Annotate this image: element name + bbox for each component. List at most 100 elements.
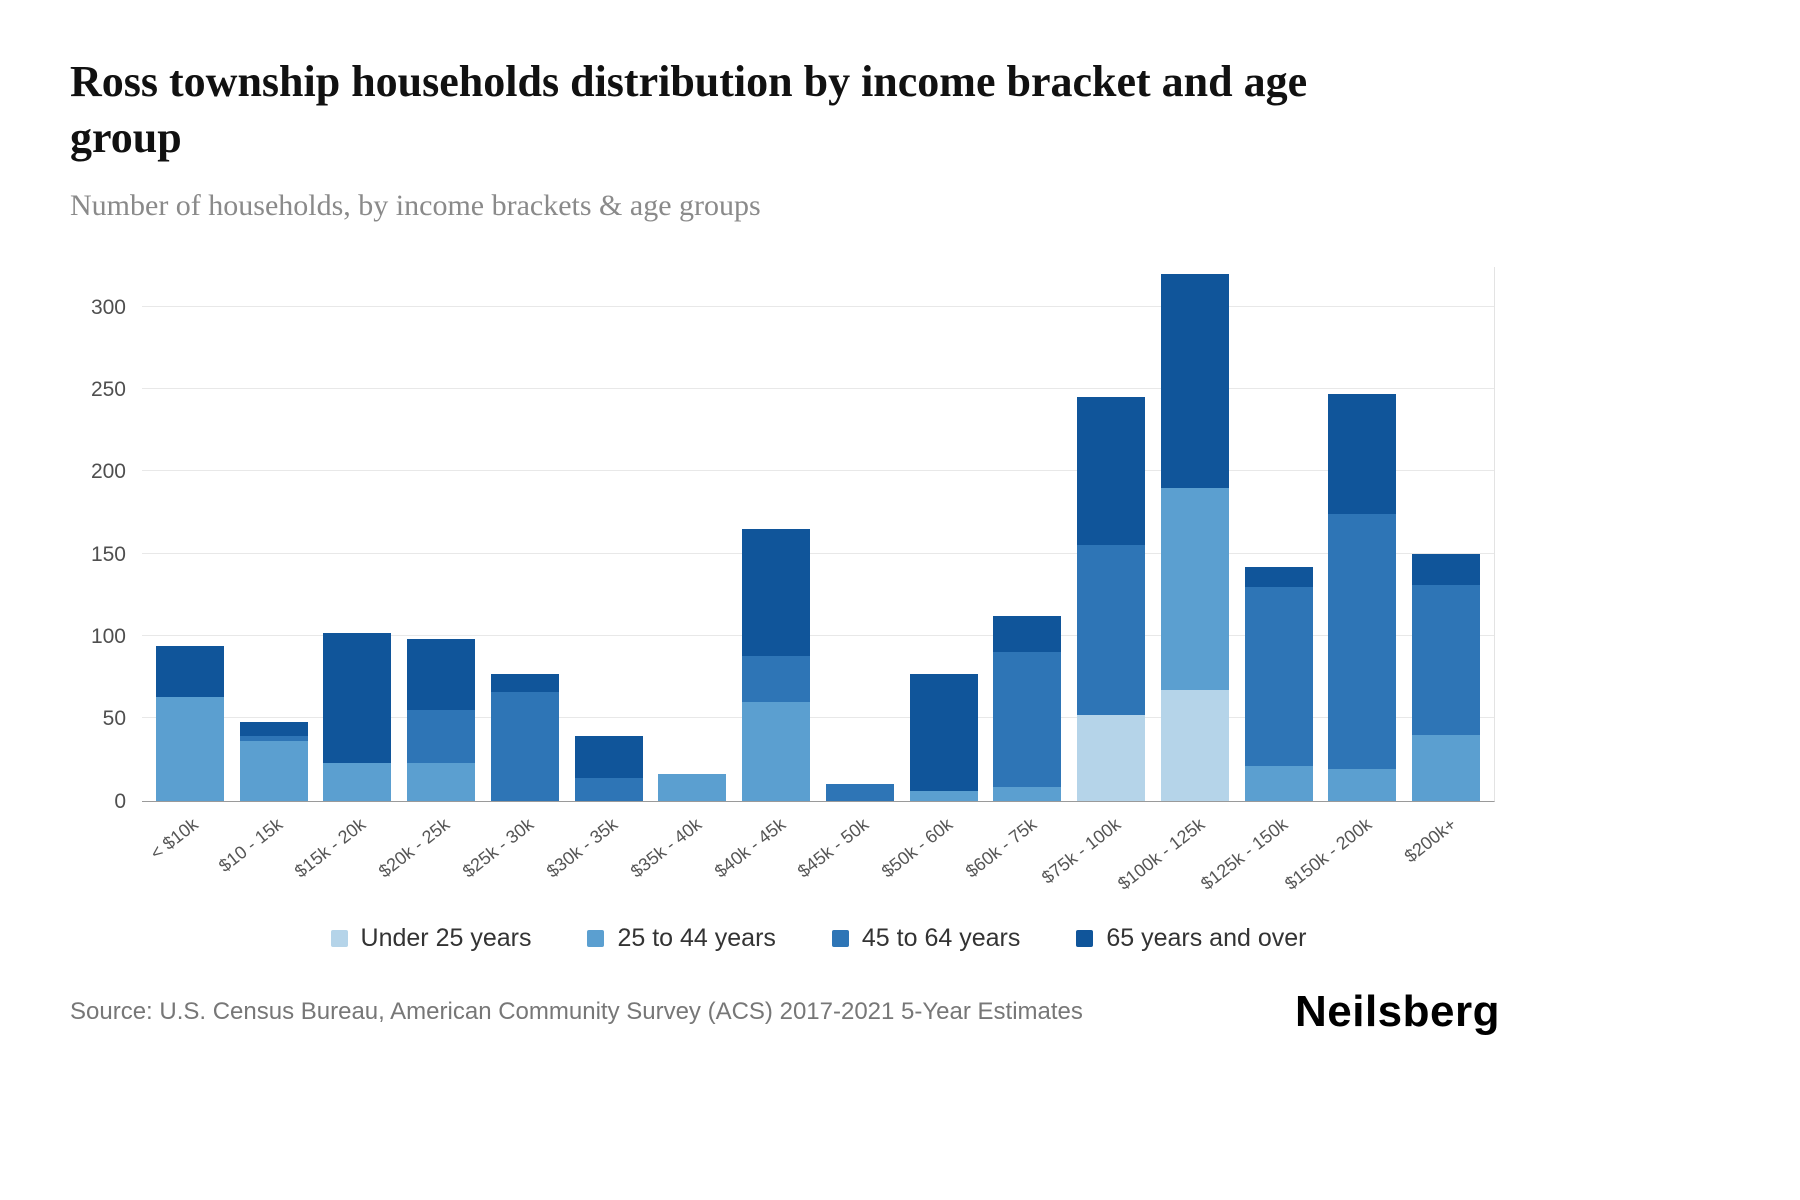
source-text: Source: U.S. Census Bureau, American Com… xyxy=(70,997,1083,1025)
chart-page: Ross township households distribution by… xyxy=(70,57,1500,1037)
bar-segment xyxy=(155,696,224,801)
bar-column xyxy=(1244,566,1313,801)
legend-swatch xyxy=(587,929,605,947)
bar-slot xyxy=(1153,267,1237,801)
chart-legend: Under 25 years 25 to 44 years 45 to 64 yea… xyxy=(142,924,1495,953)
bar-column xyxy=(1077,397,1146,801)
bar-column xyxy=(658,774,727,801)
legend-swatch xyxy=(831,929,849,947)
y-tick-label: 300 xyxy=(90,295,126,319)
bar-segment xyxy=(239,721,308,737)
bar-segment xyxy=(1077,545,1146,716)
y-tick-label: 100 xyxy=(90,625,126,649)
bar-column xyxy=(993,616,1062,801)
bar-segment xyxy=(407,710,476,763)
gridline xyxy=(142,305,1494,307)
bar-slot xyxy=(567,267,651,801)
bar-column xyxy=(407,639,476,801)
legend-label: 65 years and over xyxy=(1106,923,1307,952)
bar-segment xyxy=(993,787,1062,801)
bar-segment xyxy=(490,691,559,801)
bars-container xyxy=(142,267,1494,801)
bar-segment xyxy=(1412,553,1481,585)
bar-slot xyxy=(1237,267,1321,801)
bar-segment xyxy=(742,529,811,656)
bar-column xyxy=(1328,394,1397,801)
y-tick-label: 0 xyxy=(114,789,126,813)
bar-segment xyxy=(742,655,811,702)
bar-segment xyxy=(1412,734,1481,801)
bar-segment xyxy=(1244,586,1313,767)
gridline xyxy=(142,470,1494,472)
legend-item: 45 to 64 years xyxy=(831,924,1020,953)
bar-segment xyxy=(490,673,559,692)
legend-swatch xyxy=(1076,929,1094,947)
gridline xyxy=(142,635,1494,637)
bar-slot xyxy=(734,267,818,801)
bar-segment xyxy=(1160,487,1229,691)
bar-slot xyxy=(399,267,483,801)
legend-item: 25 to 44 years xyxy=(587,923,776,953)
bar-segment xyxy=(323,632,392,763)
plot-area xyxy=(142,266,1495,802)
brand-logo: Neilsberg xyxy=(1294,986,1500,1036)
gridline xyxy=(142,388,1494,390)
bar-segment xyxy=(1328,769,1397,801)
bar-segment xyxy=(1160,273,1229,488)
bar-slot xyxy=(902,267,986,801)
bar-segment xyxy=(742,701,811,801)
x-tick: $150k - 200k xyxy=(1281,802,1405,920)
chart-title: Ross township households distribution by… xyxy=(70,57,1308,163)
gridline xyxy=(142,552,1494,554)
bar-segment xyxy=(239,736,308,742)
bar-segment xyxy=(1077,715,1146,801)
bar-segment xyxy=(1412,584,1481,735)
x-tick-label: < $10k xyxy=(146,813,203,863)
legend-swatch xyxy=(330,929,348,947)
bar-slot xyxy=(1069,267,1153,801)
bar-segment xyxy=(1328,514,1397,770)
bar-segment xyxy=(155,645,224,697)
chart-subtitle: Number of households, by income brackets… xyxy=(70,188,761,222)
chart-footer: Source: U.S. Census Bureau, American Com… xyxy=(70,987,1500,1037)
bar-slot xyxy=(1404,267,1488,801)
bar-segment xyxy=(993,616,1062,653)
y-tick-label: 150 xyxy=(90,542,126,566)
bar-segment xyxy=(407,639,476,711)
bar-column xyxy=(239,721,308,801)
bar-column xyxy=(1160,273,1229,801)
bar-segment xyxy=(239,741,308,801)
legend-label: Under 25 years xyxy=(360,923,532,952)
y-tick-label: 250 xyxy=(90,378,126,402)
legend-label: 25 to 44 years xyxy=(617,923,776,952)
bar-slot xyxy=(1321,267,1405,801)
bar-column xyxy=(574,736,643,801)
bar-segment xyxy=(825,784,894,801)
bar-segment xyxy=(993,652,1062,788)
plot-row: 0 50 100 150 200 250 300 xyxy=(70,266,1495,813)
bar-segment xyxy=(1328,394,1397,515)
gridline xyxy=(142,717,1494,719)
x-axis: < $10k $10 - 15k $15k - 20k $20k - 25k $25k … xyxy=(142,802,1495,920)
bar-segment xyxy=(1244,766,1313,801)
bar-column xyxy=(909,673,978,801)
bar-segment xyxy=(1244,566,1313,587)
bar-segment xyxy=(407,762,476,801)
bar-slot xyxy=(148,267,232,801)
legend-item: Under 25 years xyxy=(330,923,532,953)
y-axis: 0 50 100 150 200 250 300 xyxy=(70,267,142,813)
bar-segment xyxy=(909,673,978,791)
bar-slot xyxy=(818,267,902,801)
bar-column xyxy=(490,673,559,801)
bar-column xyxy=(825,784,894,801)
bar-segment xyxy=(323,762,392,801)
stacked-bar-chart: 0 50 100 150 200 250 300 < $10k $10 - 15k $15k -… xyxy=(70,266,1495,953)
y-tick-label: 200 xyxy=(90,460,126,484)
bar-segment xyxy=(909,790,978,801)
bar-column xyxy=(323,632,392,801)
bar-segment xyxy=(1077,397,1146,546)
legend-item: 65 years and over xyxy=(1076,924,1306,953)
bar-slot xyxy=(316,267,400,801)
bar-segment xyxy=(574,777,643,801)
bar-column xyxy=(1412,553,1481,801)
